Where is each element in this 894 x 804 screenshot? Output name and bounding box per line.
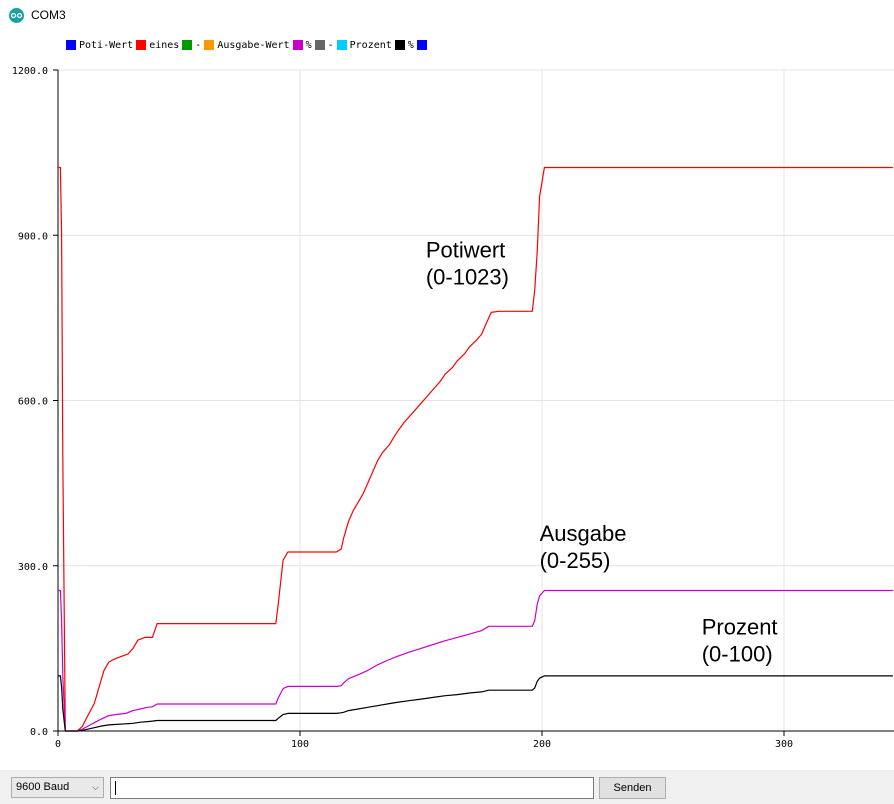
- y-tick-label: 0.0: [30, 727, 48, 738]
- window-title: COM3: [31, 8, 66, 22]
- bottom-bar: 9600 Baud ⌵ Senden: [0, 770, 894, 804]
- legend-item: Prozent: [336, 39, 392, 51]
- send-input[interactable]: [110, 777, 594, 799]
- legend-swatch: [314, 40, 325, 50]
- legend-swatch: [336, 40, 347, 50]
- legend-item: eines: [136, 40, 179, 51]
- chevron-down-icon: ⌵: [92, 782, 99, 792]
- series-line: [58, 166, 893, 732]
- serial-plotter-chart: 0.0 300.0 600.0 900.0 1200.0 0 100 200 300 Potiwe…: [0, 56, 894, 770]
- legend-swatch: [66, 40, 76, 50]
- x-tick-label: 300: [775, 739, 793, 750]
- chart-legend: Poti-Wert eines - Ausgabe-Wert% - Prozent%: [66, 38, 433, 52]
- x-tick-label: 200: [533, 739, 551, 750]
- annotation-text: (0-1023): [426, 264, 509, 289]
- legend-swatch: [136, 40, 147, 50]
- x-tick-label: 0: [55, 739, 61, 750]
- legend-item: -: [314, 39, 334, 51]
- y-tick-label: 300.0: [18, 562, 48, 573]
- legend-label: Poti-Wert: [79, 39, 134, 51]
- legend-item: %: [292, 39, 312, 51]
- legend-swatch: [182, 40, 193, 50]
- legend-label: -: [327, 39, 334, 51]
- annotation-text: Potiwert: [426, 237, 505, 262]
- baud-rate-select[interactable]: 9600 Baud ⌵: [11, 777, 104, 798]
- series-line: [58, 589, 893, 732]
- legend-label: -: [195, 39, 202, 51]
- send-button[interactable]: Senden: [599, 777, 666, 799]
- annotation-text: (0-100): [702, 642, 773, 667]
- annotation-text: (0-255): [540, 548, 611, 573]
- legend-label: Prozent: [349, 39, 392, 51]
- legend-swatch: [204, 40, 215, 50]
- annotation-text: Prozent: [702, 615, 778, 640]
- annotation-text: Ausgabe: [540, 521, 627, 546]
- legend-item: [416, 40, 430, 50]
- legend-label: Ausgabe-Wert: [217, 39, 290, 51]
- legend-item: Ausgabe-Wert: [204, 39, 290, 51]
- y-tick-label: 600.0: [18, 397, 48, 408]
- legend-swatch: [292, 40, 303, 50]
- legend-item: -: [182, 40, 201, 51]
- y-tick-label: 900.0: [18, 231, 48, 242]
- baud-rate-value: 9600 Baud: [16, 781, 70, 793]
- y-tick-label: 1200.0: [12, 66, 48, 77]
- legend-label: eines: [149, 39, 180, 51]
- legend-label: %: [305, 39, 312, 51]
- series-line: [58, 675, 893, 732]
- legend-label: %: [407, 39, 414, 51]
- x-tick-label: 100: [291, 739, 309, 750]
- arduino-icon: [9, 8, 24, 23]
- title-bar: COM3: [0, 0, 894, 32]
- legend-item: %: [394, 39, 414, 51]
- text-caret: [115, 781, 116, 795]
- legend-item: Poti-Wert: [66, 40, 133, 51]
- legend-swatch: [394, 40, 405, 50]
- chart-svg: 0.0 300.0 600.0 900.0 1200.0 0 100 200 300 Potiwe…: [12, 66, 894, 750]
- legend-swatch: [416, 40, 427, 50]
